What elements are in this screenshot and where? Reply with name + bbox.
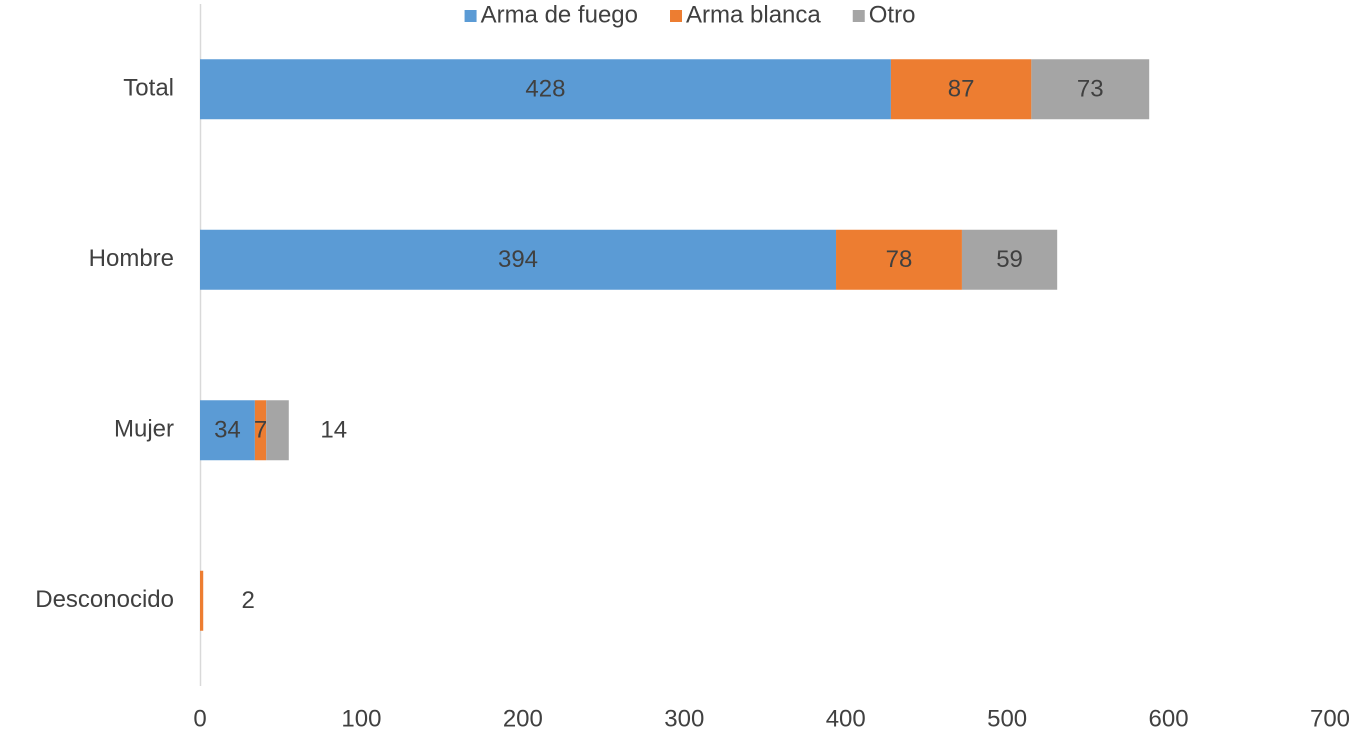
bar-segment bbox=[1031, 59, 1150, 120]
data-label: 87 bbox=[948, 76, 975, 103]
bar-segment bbox=[836, 229, 962, 290]
bar-segment bbox=[200, 229, 837, 290]
data-label: 2 bbox=[242, 587, 255, 614]
x-tick-label: 500 bbox=[987, 705, 1027, 732]
legend-label: Arma blanca bbox=[686, 1, 821, 28]
legend-swatch bbox=[464, 10, 477, 22]
x-tick-label: 200 bbox=[503, 705, 543, 732]
data-label: 14 bbox=[320, 417, 347, 444]
data-label: 428 bbox=[525, 76, 565, 103]
data-label: 73 bbox=[1077, 76, 1104, 103]
x-tick-label: 400 bbox=[826, 705, 866, 732]
bar-segment bbox=[266, 400, 289, 461]
bar-segment bbox=[961, 229, 1058, 290]
legend-label: Arma de fuego bbox=[481, 1, 638, 28]
y-tick-label: Total bbox=[123, 75, 174, 102]
x-tick-label: 0 bbox=[193, 705, 206, 732]
bar-segment bbox=[200, 570, 204, 631]
y-tick-label: Hombre bbox=[89, 245, 174, 272]
y-tick-label: Mujer bbox=[114, 416, 174, 443]
x-tick-label: 300 bbox=[664, 705, 704, 732]
bar-segment bbox=[200, 59, 891, 120]
bar-segment bbox=[890, 59, 1032, 120]
y-tick-label: Desconocido bbox=[35, 586, 174, 613]
bar-segment bbox=[200, 400, 255, 461]
x-tick-label: 100 bbox=[341, 705, 381, 732]
data-label: 34 bbox=[214, 417, 241, 444]
data-label: 78 bbox=[886, 246, 913, 273]
legend: Arma de fuego Arma blanca Otro bbox=[464, 1, 916, 28]
x-tick-label: 600 bbox=[1149, 705, 1189, 732]
legend-swatch bbox=[670, 10, 683, 22]
bar-segment bbox=[254, 400, 267, 461]
data-label: 394 bbox=[498, 246, 538, 273]
legend-swatch bbox=[852, 10, 865, 22]
data-label: 7 bbox=[254, 417, 267, 444]
legend-label: Otro bbox=[869, 1, 916, 28]
data-label: 59 bbox=[996, 246, 1023, 273]
x-tick-label: 700 bbox=[1310, 705, 1350, 732]
